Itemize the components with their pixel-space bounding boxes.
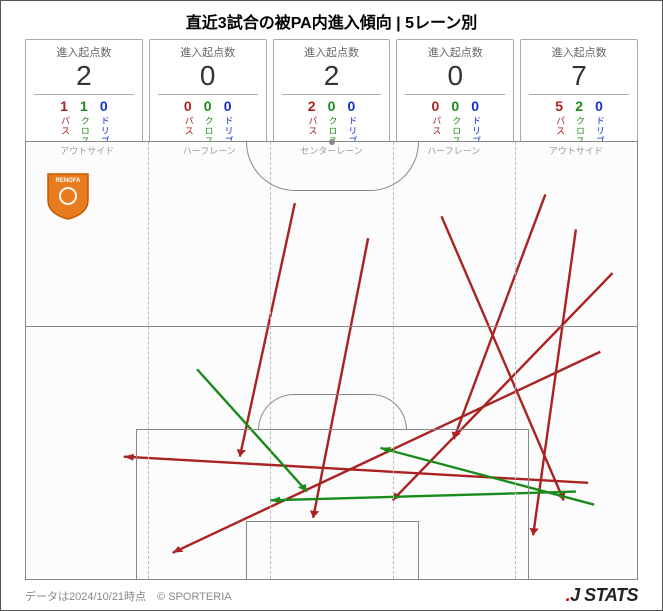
center-arc (246, 142, 419, 191)
breakdown-num: 0 (184, 99, 192, 114)
lane-total: 7 (529, 60, 629, 95)
breakdown-num: 0 (347, 99, 355, 114)
brand-prefix: J (570, 585, 580, 605)
lane-header-label: 進入起点数 (28, 44, 140, 60)
chart-container: 直近3試合の被PA内進入傾向 | 5レーン別 進入起点数21パス1クロス0ドリブ… (0, 0, 663, 611)
team-badge: RENOFA (46, 170, 90, 220)
breakdown-num: 0 (595, 99, 603, 114)
arrow-pass (452, 194, 546, 439)
lane-header-label: 進入起点数 (276, 44, 388, 60)
breakdown-label: パス (183, 116, 193, 136)
breakdown-label: パス (554, 116, 564, 136)
breakdown-num: 5 (555, 99, 563, 114)
breakdown-num: 0 (100, 99, 108, 114)
lane-total: 0 (405, 60, 505, 95)
penalty-arc (258, 394, 407, 430)
pitch-diagram: アウトサイドハーフレーンセンターレーンハーフレーンアウトサイド RENOFA (25, 141, 638, 580)
lane-name: アウトサイド (515, 144, 637, 157)
breakdown-num: 0 (471, 99, 479, 114)
svg-text:RENOFA: RENOFA (55, 178, 81, 184)
arrow-pass (529, 229, 576, 535)
breakdown-num: 2 (308, 99, 316, 114)
midline (26, 326, 637, 327)
lane-header-label: 進入起点数 (399, 44, 511, 60)
breakdown-num: 0 (224, 99, 232, 114)
center-dot (329, 139, 335, 145)
breakdown-label: パス (430, 116, 440, 136)
six-yard-box (246, 521, 419, 579)
breakdown-num: 0 (451, 99, 459, 114)
chart-title: 直近3試合の被PA内進入傾向 | 5レーン別 (1, 1, 662, 39)
lane-total: 2 (34, 60, 134, 95)
lane-total: 0 (158, 60, 258, 95)
breakdown-num: 0 (204, 99, 212, 114)
footer: データは2024/10/21時点 © SPORTERIA .J STATS (1, 585, 662, 606)
brand-logo: .J STATS (566, 585, 638, 606)
breakdown-label: パス (59, 116, 69, 136)
brand-text: STATS (584, 585, 638, 605)
breakdown-num: 0 (328, 99, 336, 114)
breakdown-num: 0 (432, 99, 440, 114)
lane-header-label: 進入起点数 (152, 44, 264, 60)
lane-name: アウトサイド (26, 144, 148, 157)
lane-header-label: 進入起点数 (523, 44, 635, 60)
breakdown-label: パス (307, 116, 317, 136)
footer-credit: データは2024/10/21時点 © SPORTERIA (25, 588, 232, 604)
breakdown-num: 1 (80, 99, 88, 114)
breakdown-num: 2 (575, 99, 583, 114)
breakdown-num: 1 (60, 99, 68, 114)
lane-total: 2 (282, 60, 382, 95)
